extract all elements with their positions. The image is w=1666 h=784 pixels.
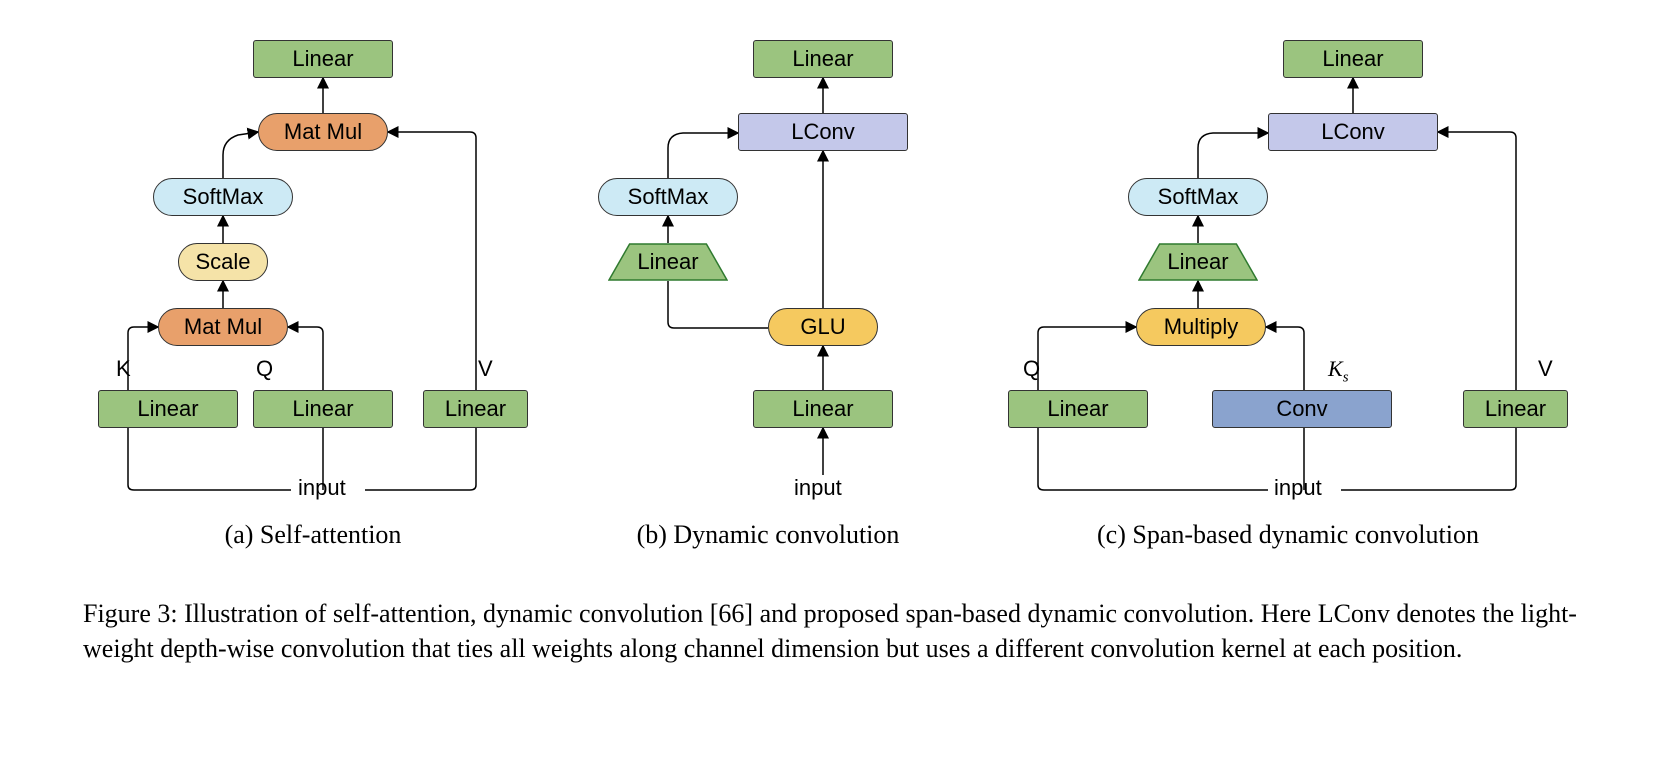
edge-2 xyxy=(1438,132,1516,390)
figure: LinearMat MulSoftMaxScaleMat MulKQVLinea… xyxy=(80,30,1586,666)
sub-caption-a: (a) Self-attention xyxy=(98,520,528,550)
node-matmul_bot: Mat Mul xyxy=(158,308,288,346)
diagram-panels: LinearMat MulSoftMaxScaleMat MulKQVLinea… xyxy=(98,30,1568,580)
node-linear_q: Linear xyxy=(253,390,393,428)
node-linear_top: Linear xyxy=(1283,40,1423,78)
node-linear_q: Linear xyxy=(1008,390,1148,428)
edge-9 xyxy=(365,428,476,490)
node-glu: GLU xyxy=(768,308,878,346)
node-conv: Conv xyxy=(1212,390,1392,428)
edge-2 xyxy=(388,132,476,390)
sub-caption-b: (b) Dynamic convolution xyxy=(588,520,948,550)
node-softmax: SoftMax xyxy=(153,178,293,216)
node-linear_bot: Linear xyxy=(753,390,893,428)
label-input: input xyxy=(794,475,842,501)
sub-caption-c: (c) Span-based dynamic convolution xyxy=(1008,520,1568,550)
figure-caption: Figure 3: Illustration of self-attention… xyxy=(83,596,1583,666)
label-K: K xyxy=(116,356,131,382)
node-lconv: LConv xyxy=(1268,113,1438,151)
node-linear_v: Linear xyxy=(1463,390,1568,428)
label-Q: Q xyxy=(1023,356,1040,382)
label-input: input xyxy=(1274,475,1322,501)
node-softmax: SoftMax xyxy=(598,178,738,216)
edge-6 xyxy=(1266,327,1304,390)
edge-6 xyxy=(288,327,323,390)
edge-5 xyxy=(1038,327,1136,390)
node-linear_top: Linear xyxy=(253,40,393,78)
edge-7 xyxy=(128,428,291,490)
node-linear_k: Linear xyxy=(98,390,238,428)
node-trap: Linear xyxy=(1138,243,1258,281)
edge-5 xyxy=(128,327,158,390)
edge-1 xyxy=(1198,133,1268,178)
node-lconv: LConv xyxy=(738,113,908,151)
edge-1 xyxy=(223,132,258,178)
edge-2 xyxy=(668,133,738,178)
panel-span-dynamic-conv: Linear LConvSoftMax Linear Multiply Q Ks V Line… xyxy=(1008,30,1568,580)
svg-text:Linear: Linear xyxy=(637,249,698,274)
panel-dynamic-conv: Linear LConvSoftMax Linear GLU Linear input (… xyxy=(588,30,948,580)
svg-text:Linear: Linear xyxy=(1167,249,1228,274)
label-input: input xyxy=(298,475,346,501)
edge-7 xyxy=(1038,428,1268,490)
node-linear_v: Linear xyxy=(423,390,528,428)
node-linear_top: Linear xyxy=(753,40,893,78)
node-scale: Scale xyxy=(178,243,268,281)
label-V: V xyxy=(478,356,493,382)
edge-4 xyxy=(668,281,768,328)
label-V: V xyxy=(1538,356,1553,382)
edge-9 xyxy=(1341,428,1516,490)
node-multiply: Multiply xyxy=(1136,308,1266,346)
label-Ks: Ks xyxy=(1328,356,1349,386)
node-softmax: SoftMax xyxy=(1128,178,1268,216)
panel-self-attention: Linear Mat Mul SoftMax Scale Mat Mul K Q V Linea… xyxy=(98,30,528,580)
node-matmul_top: Mat Mul xyxy=(258,113,388,151)
node-trap: Linear xyxy=(608,243,728,281)
label-Q: Q xyxy=(256,356,273,382)
